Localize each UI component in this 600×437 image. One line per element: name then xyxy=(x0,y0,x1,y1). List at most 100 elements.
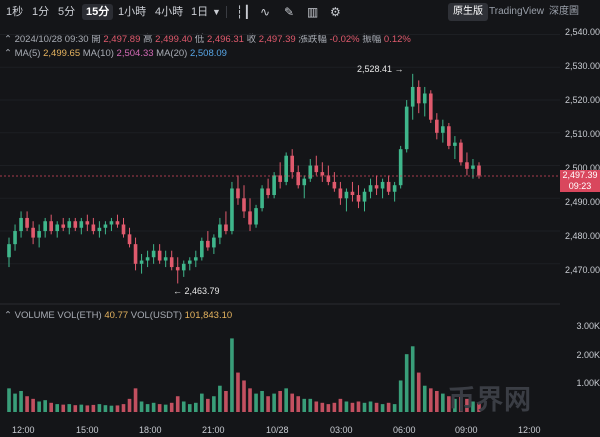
candle-body xyxy=(61,224,66,228)
amplitude-value: 0.12% xyxy=(383,34,411,45)
volume-bar xyxy=(13,393,17,412)
volume-bar xyxy=(85,405,90,412)
timeframe-1h[interactable]: 1小時 xyxy=(118,6,147,18)
collapse-arrow-icon[interactable]: ⌃ xyxy=(4,34,15,45)
open-value: 2,497.89 xyxy=(103,34,141,45)
candle-body xyxy=(37,231,41,238)
candle-body xyxy=(308,165,313,179)
volume-bar xyxy=(115,405,120,412)
volume-bar xyxy=(242,380,246,412)
current-price-value: 2,497.39 xyxy=(562,170,598,180)
volume-bar xyxy=(441,393,445,412)
volume-bar xyxy=(374,402,379,412)
candle-body xyxy=(314,165,319,173)
timeframe-1m[interactable]: 1分 xyxy=(32,6,50,18)
volume-bar xyxy=(320,402,325,412)
timeframe-15m[interactable]: 15分 xyxy=(82,4,114,20)
timeframe-1d[interactable]: 1日 xyxy=(191,6,209,18)
candle-body xyxy=(43,221,47,232)
volume-bar xyxy=(278,390,282,412)
volume-collapse-arrow-icon[interactable]: ⌃ xyxy=(4,310,15,321)
chart-style-icon[interactable]: ▥ xyxy=(307,5,319,19)
candle-body xyxy=(398,149,403,186)
candle-body xyxy=(151,250,156,258)
volume-bar xyxy=(181,401,186,412)
volume-bar xyxy=(169,402,174,412)
vol-eth-label: VOL(ETH) xyxy=(57,310,102,321)
volume-bar xyxy=(248,388,252,412)
view-tab-tradingview[interactable]: TradingView xyxy=(489,6,545,17)
volume-bar xyxy=(91,404,96,412)
timeframe-4h[interactable]: 4小時 xyxy=(155,6,184,18)
volume-bar xyxy=(302,398,307,412)
time-tick: 15:00 xyxy=(76,425,99,435)
ma-info: ⌃ MA(5) 2,499.65 MA(10) 2,504.33 MA(20) … xyxy=(4,48,227,60)
drawing-tools-icon[interactable]: ✎ xyxy=(284,5,295,19)
candle-body xyxy=(175,267,180,271)
close-label: 收 xyxy=(246,34,257,45)
open-label: 開 xyxy=(91,34,101,45)
time-tick: 10/28 xyxy=(266,425,289,435)
volume-bar xyxy=(79,404,84,412)
indicators-icon[interactable]: ∿ xyxy=(260,5,271,19)
candle-body xyxy=(465,162,469,169)
chart-toolbar: 1秒 1分 5分 15分 1小時 4小時 1日 ▼ ┆┃ ∿ ✎ ▥ ⚙ 原生版… xyxy=(0,0,600,24)
view-tab-depth[interactable]: 深度圖 xyxy=(549,6,579,17)
volume-bar xyxy=(61,404,66,412)
volume-bar xyxy=(145,404,150,412)
candle-body xyxy=(139,260,144,264)
vol-usdt-value: 101,843.10 xyxy=(184,310,233,321)
close-value: 2,497.39 xyxy=(258,34,296,45)
volume-bar xyxy=(97,404,102,412)
settings-gear-icon[interactable]: ⚙ xyxy=(330,5,341,19)
ma20-value: 2,508.09 xyxy=(189,48,227,59)
candle-body xyxy=(254,208,258,225)
price-tick: 2,540.00 xyxy=(564,27,600,37)
volume-bar xyxy=(416,372,421,412)
candle-body xyxy=(206,240,210,248)
candle-body xyxy=(31,227,35,238)
volume-bar xyxy=(296,396,301,412)
vol-usdt-label: VOL(USDT) xyxy=(130,310,182,321)
candle-body xyxy=(422,93,427,104)
candle-body xyxy=(181,263,186,271)
volume-bar xyxy=(212,396,216,412)
timeframe-1s[interactable]: 1秒 xyxy=(6,6,24,18)
time-tick: 12:00 xyxy=(518,425,541,435)
volume-bar xyxy=(187,404,192,412)
candle-body xyxy=(103,224,108,228)
volume-bar xyxy=(368,401,373,412)
volume-bar xyxy=(25,396,29,412)
volume-bar xyxy=(435,390,439,412)
candle-body xyxy=(380,181,385,189)
volume-bar xyxy=(314,401,319,412)
volume-label: VOLUME xyxy=(14,310,55,321)
candle-body xyxy=(49,221,53,232)
price-tick: 2,510.00 xyxy=(564,129,600,139)
volume-bar xyxy=(139,401,144,412)
candle-body xyxy=(435,119,439,133)
volume-bar xyxy=(109,405,114,412)
ma-collapse-arrow-icon[interactable]: ⌃ xyxy=(4,48,15,59)
volume-bar xyxy=(73,405,78,412)
volume-bar xyxy=(350,402,355,412)
candle-body xyxy=(441,126,445,133)
candle-body xyxy=(212,237,216,248)
more-timeframes-icon[interactable]: ▼ xyxy=(212,7,221,17)
volume-bar xyxy=(206,398,210,412)
price-tick: 2,500.00 xyxy=(564,163,600,173)
volume-bar xyxy=(55,404,60,412)
candle-body xyxy=(73,221,78,228)
volume-bar xyxy=(19,390,23,412)
candle-body xyxy=(326,175,331,182)
timeframe-5m[interactable]: 5分 xyxy=(58,6,76,18)
time-tick: 12:00 xyxy=(12,425,35,435)
candle-type-icon[interactable]: ┆┃ xyxy=(236,5,251,19)
volume-bar xyxy=(193,402,198,412)
amplitude-label: 振幅 xyxy=(362,34,382,45)
candle-body xyxy=(200,240,204,258)
price-tick: 2,490.00 xyxy=(564,197,600,207)
candle-body xyxy=(296,172,301,186)
view-tab-native[interactable]: 原生版 xyxy=(448,3,488,21)
